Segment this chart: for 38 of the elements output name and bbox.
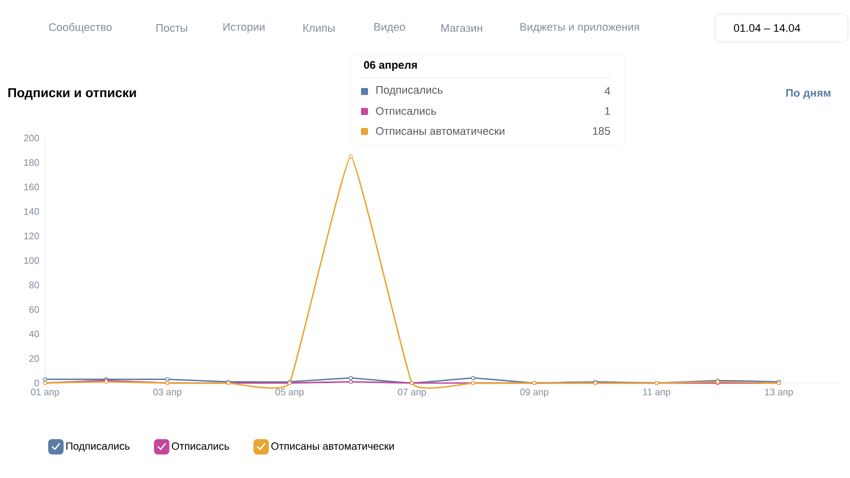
text: Сообщество (49, 22, 112, 34)
text: 01.04 – 14.04 (734, 24, 800, 32)
text: Виджеты и приложения (520, 23, 639, 33)
text: 06 апреля (364, 61, 417, 71)
x-tick-label: 07 апр (398, 388, 426, 398)
x-tick-label: 05 апр (276, 388, 304, 398)
chart-title: Подписки и отписки (8, 88, 136, 100)
text: Подписались (376, 86, 443, 96)
y-tick-label: 80 (29, 282, 39, 288)
text: Видео (374, 23, 406, 33)
text: По дням (786, 89, 830, 99)
x-tick-label: 01 апр (30, 388, 60, 398)
x-tick-label: 13 апр (765, 388, 793, 398)
text: Магазин (441, 24, 482, 32)
text: Отписались (376, 107, 436, 115)
legend-label: Отписаны автоматически (376, 127, 504, 135)
y-tick-label: 60 (29, 306, 39, 313)
text: Клипы (303, 24, 334, 32)
y-tick-label: 140 (24, 208, 39, 215)
text: 1 (605, 107, 610, 115)
x-tick-label: 09 апр (520, 388, 548, 398)
legend-label: Подписались (66, 442, 130, 452)
y-tick-label: 160 (24, 184, 39, 190)
y-tick-label: 100 (24, 257, 39, 264)
text: Истории (223, 23, 264, 33)
text: Отписаны автоматически (271, 442, 394, 450)
legend-label: Отписались (172, 442, 230, 450)
y-tick-label: 20 (29, 355, 39, 362)
y-tick-label: 120 (24, 232, 39, 240)
text: 4 (604, 87, 610, 95)
x-tick-label: 11 апр (643, 388, 670, 398)
y-tick-label: 180 (24, 159, 39, 166)
y-tick-label: 40 (29, 330, 39, 338)
y-tick-label: 0 (34, 380, 39, 386)
text: 185 (593, 127, 610, 135)
x-tick-label: 03 апр (153, 388, 182, 398)
y-tick-label: 200 (24, 134, 39, 142)
text: Посты (156, 24, 188, 32)
